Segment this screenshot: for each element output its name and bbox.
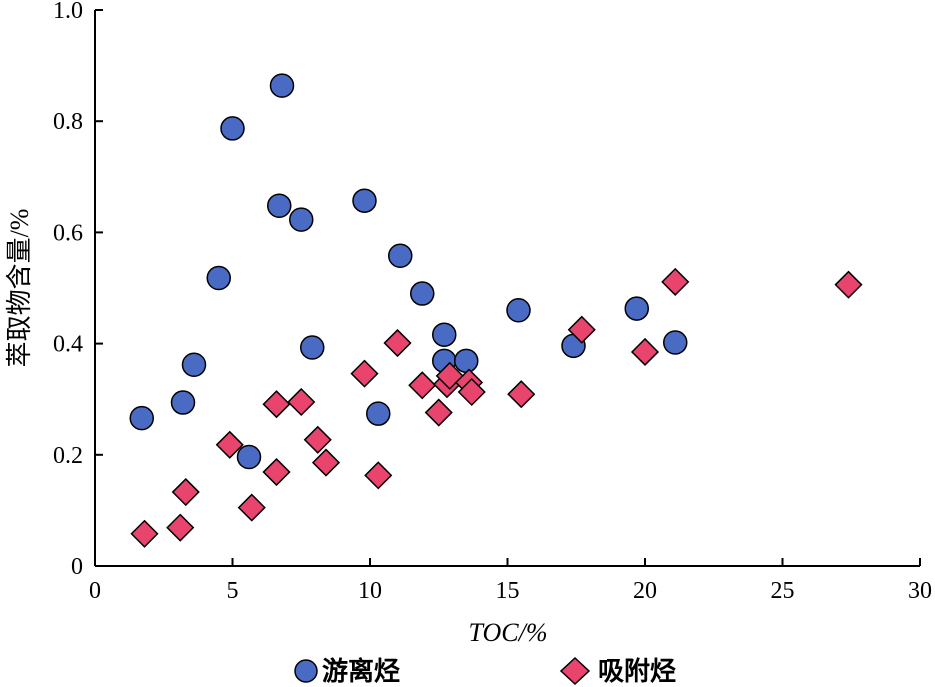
data-point-circle — [267, 193, 292, 218]
data-point-circle — [129, 405, 154, 431]
x-tick-label: 10 — [358, 578, 382, 604]
data-point-diamond — [661, 267, 690, 296]
data-point-circle — [352, 188, 377, 213]
data-point-diamond — [567, 315, 596, 344]
ticks: 0 5 10 15 20 25 30 0 0.2 0.4 0.6 0.8 1.0 — [53, 0, 932, 604]
data-point-circle — [181, 352, 207, 377]
x-tick-label: 0 — [89, 578, 101, 604]
x-tick-label: 20 — [633, 578, 657, 604]
data-point-circle — [432, 322, 457, 347]
data-point-diamond — [262, 457, 291, 487]
data-point-diamond — [287, 387, 316, 417]
data-point-circle — [269, 73, 295, 98]
x-tick-label: 5 — [227, 578, 239, 604]
data-point-diamond — [507, 380, 536, 409]
series-1 — [130, 267, 863, 548]
data-point-diamond — [237, 493, 266, 522]
data-point-diamond — [383, 328, 412, 358]
data-point-diamond — [834, 270, 863, 299]
series-0 — [129, 73, 688, 470]
data-point-diamond — [630, 337, 660, 367]
data-point-diamond — [311, 448, 341, 477]
y-tick-label: 0 — [71, 554, 83, 580]
y-tick-label: 0.6 — [53, 220, 83, 246]
data-point-circle — [206, 265, 231, 291]
data-point-diamond — [364, 461, 393, 490]
data-point-circle — [663, 330, 688, 355]
data-point-circle — [454, 348, 479, 374]
data-point-circle — [410, 281, 435, 306]
y-tick-label: 0.4 — [53, 332, 83, 358]
data-point-circle — [366, 401, 391, 426]
legend: 游离烃 吸附烃 — [294, 656, 676, 687]
legend-marker-adsorbed-hydrocarbon — [559, 656, 591, 686]
data-point-diamond — [408, 371, 437, 400]
data-point-circle — [170, 390, 196, 415]
data-point-diamond — [424, 398, 453, 427]
legend-label-free-hydrocarbon: 游离烃 — [322, 656, 400, 687]
y-tick-label: 1.0 — [53, 0, 83, 24]
data-point-diamond — [215, 430, 244, 459]
data-point-diamond — [457, 377, 486, 407]
data-point-circle — [388, 243, 413, 269]
x-tick-label: 25 — [771, 578, 795, 604]
x-tick-label: 30 — [908, 578, 932, 604]
data-point-circle — [236, 444, 262, 470]
data-point-circle — [289, 207, 314, 232]
legend-marker-free-hydrocarbon — [294, 659, 318, 683]
data-point-circle — [506, 297, 531, 323]
data-marks — [129, 73, 863, 548]
y-tick-label: 0.2 — [53, 443, 83, 469]
data-point-diamond — [130, 519, 159, 548]
legend-label-adsorbed-hydrocarbon: 吸附烃 — [598, 657, 676, 687]
data-point-diamond — [166, 513, 195, 542]
data-point-diamond — [262, 390, 291, 419]
data-point-diamond — [303, 425, 332, 454]
data-point-circle — [220, 116, 245, 141]
x-tick-label: 15 — [496, 578, 520, 604]
data-point-diamond — [350, 359, 379, 388]
data-point-diamond — [171, 477, 200, 507]
data-point-circle — [300, 335, 325, 360]
y-tick-label: 0.8 — [53, 109, 83, 135]
data-point-circle — [624, 296, 649, 321]
x-axis-label: TOC/% — [469, 618, 548, 647]
y-axis-label: 萃取物含量/% — [5, 209, 34, 368]
